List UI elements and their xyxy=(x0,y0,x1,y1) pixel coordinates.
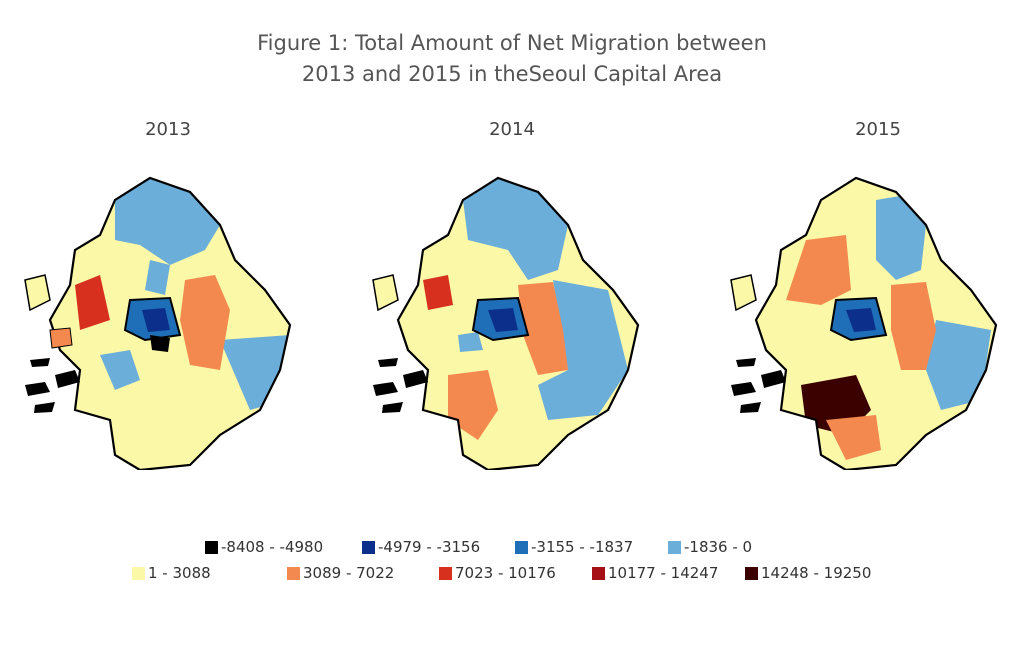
legend-label-8: 10177 - 14247 xyxy=(608,564,719,582)
map-2015 xyxy=(730,176,998,470)
legend-item-4: -1836 - 0 xyxy=(668,538,752,556)
title-line-2: 2013 and 2015 in theSeoul Capital Area xyxy=(301,62,723,86)
legend-label-6: 3089 - 7022 xyxy=(303,564,395,582)
legend-label-1: -8408 - -4980 xyxy=(221,538,324,556)
figure-title: Figure 1: Total Amount of Net Migration … xyxy=(0,28,1024,90)
legend-swatch-8 xyxy=(592,566,605,580)
legend-label-3: -3155 - -1837 xyxy=(531,538,634,556)
legend-label-7: 7023 - 10176 xyxy=(455,564,556,582)
legend-item-6: 3089 - 7022 xyxy=(287,564,394,582)
title-line-1: Figure 1: Total Amount of Net Migration … xyxy=(257,31,767,55)
legend: -8408 - -4980 -4979 - -3156 -3155 - -183… xyxy=(0,538,1024,588)
legend-swatch-9 xyxy=(745,566,758,580)
legend-label-2: -4979 - -3156 xyxy=(378,538,481,556)
year-label-2015: 2015 xyxy=(855,119,901,140)
year-label-2014: 2014 xyxy=(489,119,535,140)
map-2013 xyxy=(24,176,292,470)
year-label-2013: 2013 xyxy=(145,119,191,140)
legend-swatch-2 xyxy=(362,540,375,554)
legend-swatch-1 xyxy=(205,540,218,554)
legend-label-9: 14248 - 19250 xyxy=(761,564,872,582)
legend-swatch-4 xyxy=(668,540,681,554)
legend-swatch-7 xyxy=(439,566,452,580)
map-2014 xyxy=(372,176,640,470)
legend-label-4: -1836 - 0 xyxy=(684,538,753,556)
legend-item-1: -8408 - -4980 xyxy=(205,538,323,556)
legend-swatch-3 xyxy=(515,540,528,554)
legend-item-2: -4979 - -3156 xyxy=(362,538,480,556)
legend-item-8: 10177 - 14247 xyxy=(592,564,718,582)
legend-item-9: 14248 - 19250 xyxy=(745,564,871,582)
legend-item-3: -3155 - -1837 xyxy=(515,538,633,556)
legend-swatch-5 xyxy=(132,566,145,580)
legend-item-5: 1 - 3088 xyxy=(132,564,211,582)
legend-label-5: 1 - 3088 xyxy=(148,564,211,582)
legend-item-7: 7023 - 10176 xyxy=(439,564,556,582)
legend-swatch-6 xyxy=(287,566,300,580)
